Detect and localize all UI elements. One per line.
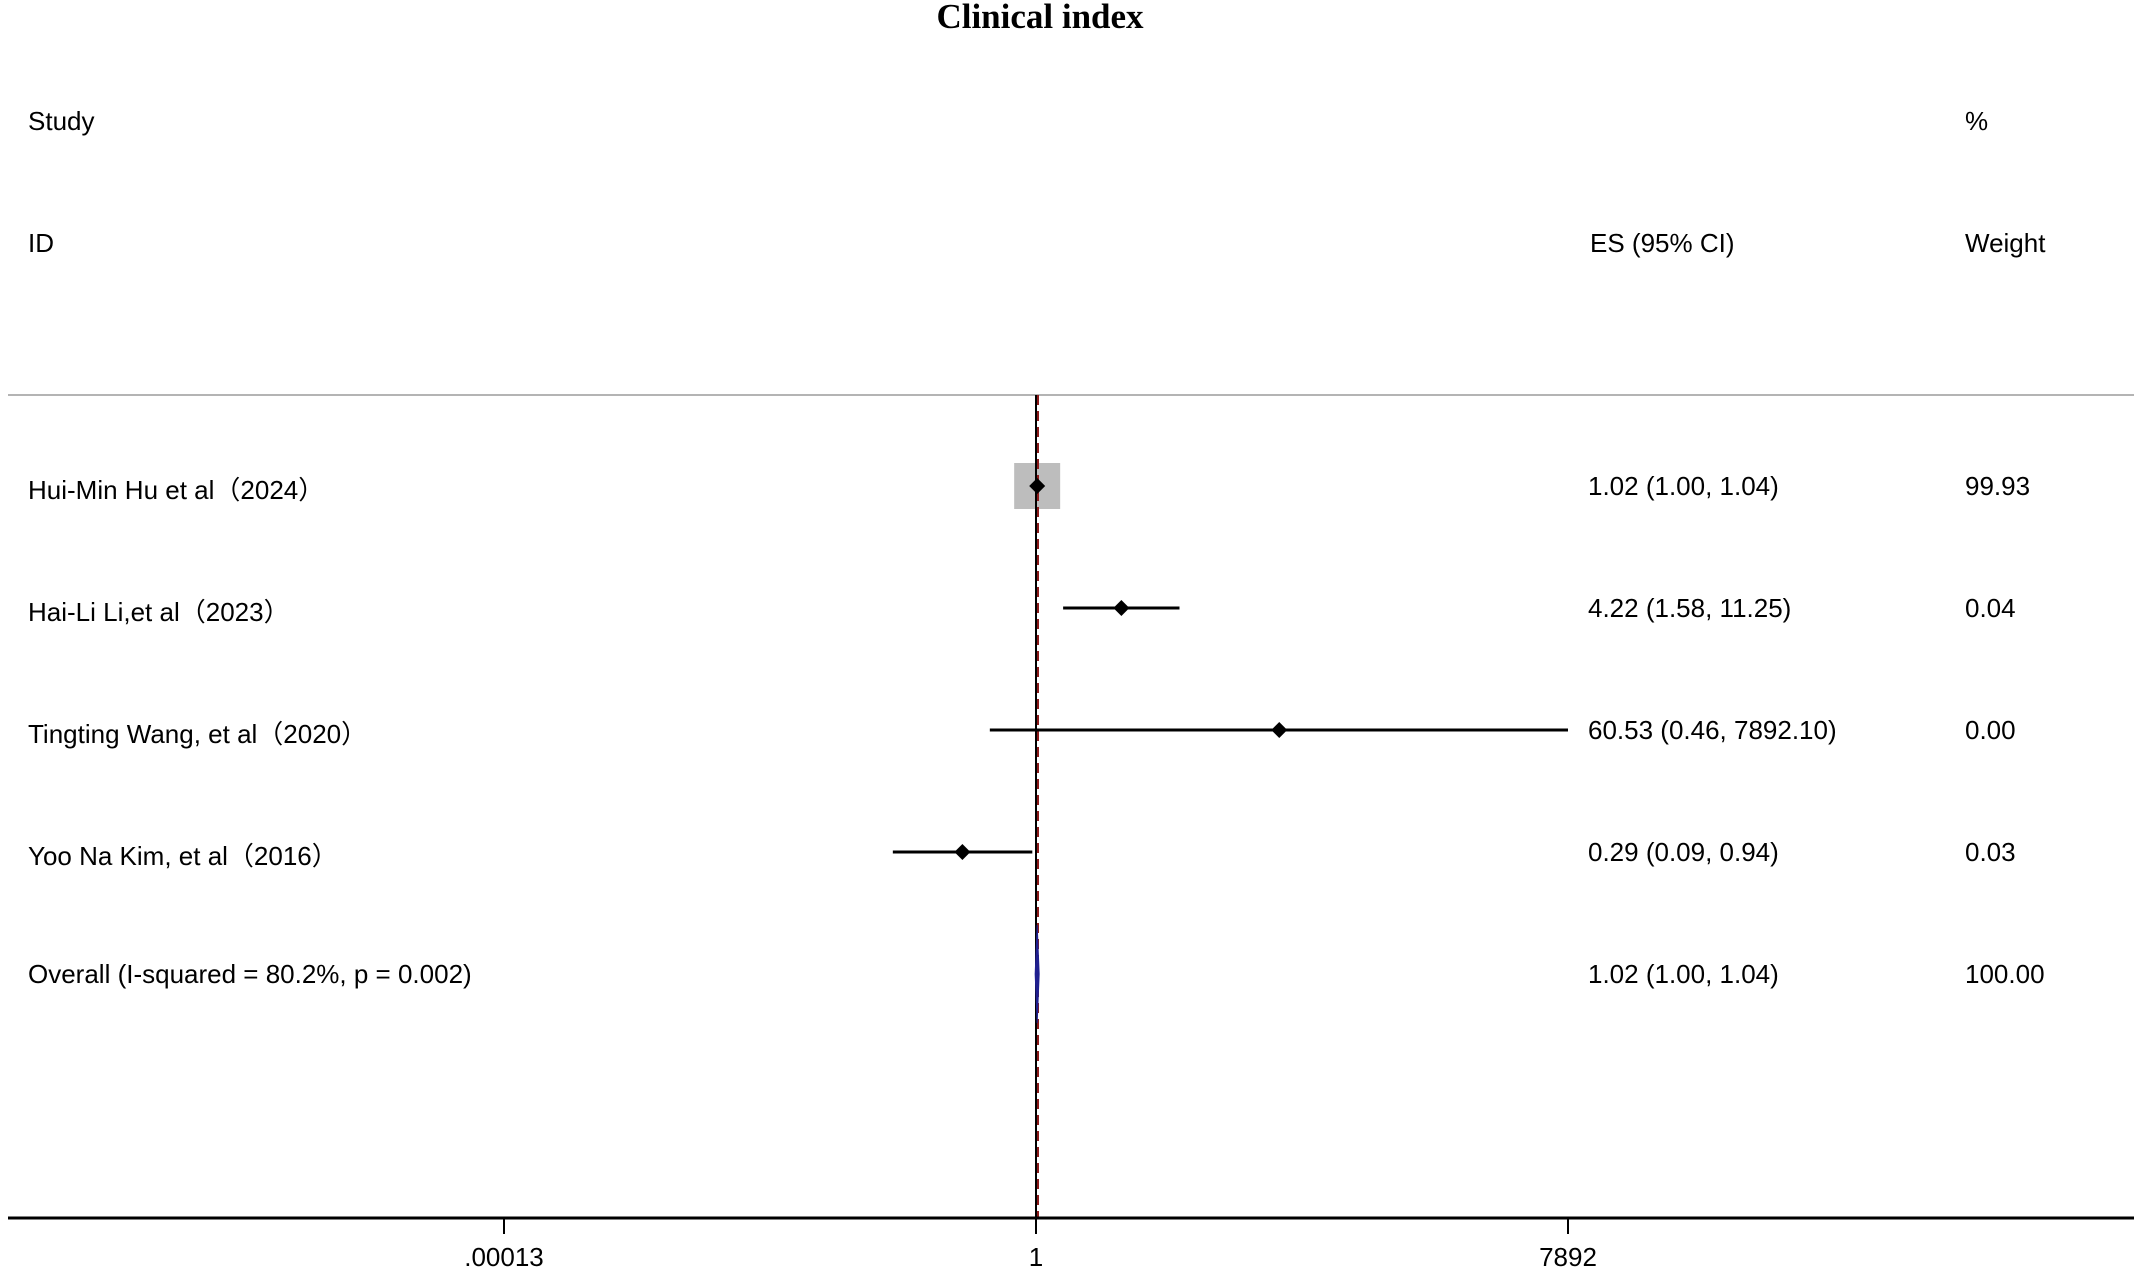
header-id: ID	[28, 228, 54, 258]
study-weight: 0.04	[1965, 593, 2016, 623]
study-label: Tingting Wang, et al（2020）	[28, 719, 367, 749]
study-label: Hui-Min Hu et al（2024）	[28, 475, 324, 505]
row-labels: Hui-Min Hu et al（2024） 1.02 (1.00, 1.04) 9…	[28, 471, 2045, 989]
point-estimate	[954, 844, 971, 860]
overall-group	[1034, 924, 1040, 1024]
study-weight: 99.93	[1965, 471, 2030, 501]
overall-label: Overall (I-squared = 80.2%, p = 0.002)	[28, 959, 472, 989]
point-estimate	[1029, 478, 1046, 494]
overall-es-ci: 1.02 (1.00, 1.04)	[1588, 959, 1779, 989]
x-tick-label: 7892	[1539, 1242, 1597, 1272]
overall-weight: 100.00	[1965, 959, 2045, 989]
x-axis-ticks: .00013 1 7892	[464, 1218, 1597, 1272]
point-estimate	[1271, 722, 1288, 738]
study-es-ci: 4.22 (1.58, 11.25)	[1588, 593, 1791, 623]
header-weight: Weight	[1965, 228, 2046, 258]
x-tick-label: 1	[1029, 1242, 1043, 1272]
study-label: Hai-Li Li,et al（2023）	[28, 597, 290, 627]
study-weight: 0.03	[1965, 837, 2016, 867]
study-es-ci: 1.02 (1.00, 1.04)	[1588, 471, 1779, 501]
study-es-ci: 0.29 (0.09, 0.94)	[1588, 837, 1779, 867]
study-weight: 0.00	[1965, 715, 2016, 745]
study-label: Yoo Na Kim, et al（2016）	[28, 841, 338, 871]
null-line-group	[1035, 395, 1039, 1218]
overall-diamond	[1034, 924, 1040, 1024]
header-es: ES (95% CI)	[1590, 228, 1735, 258]
x-tick-label: .00013	[464, 1242, 544, 1272]
header-study: Study	[28, 106, 95, 136]
study-es-ci: 60.53 (0.46, 7892.10)	[1588, 715, 1837, 745]
chart-title: Clinical index	[936, 0, 1144, 36]
ci-lines	[892, 484, 1569, 854]
point-estimates	[954, 478, 1288, 860]
point-estimate	[1113, 600, 1130, 616]
header-percent: %	[1965, 106, 1988, 136]
